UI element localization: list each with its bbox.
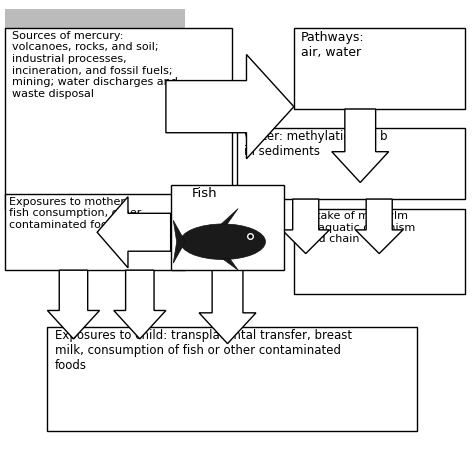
Polygon shape bbox=[221, 209, 238, 224]
Polygon shape bbox=[173, 220, 185, 263]
Polygon shape bbox=[356, 199, 403, 254]
FancyBboxPatch shape bbox=[5, 9, 185, 133]
Polygon shape bbox=[166, 55, 294, 159]
Polygon shape bbox=[332, 109, 389, 182]
Polygon shape bbox=[199, 270, 256, 344]
Polygon shape bbox=[282, 199, 329, 254]
FancyBboxPatch shape bbox=[5, 194, 185, 270]
Text: Exposures to mother:
fish consumption, other
contaminated foods: Exposures to mother: fish consumption, o… bbox=[9, 197, 142, 230]
FancyBboxPatch shape bbox=[237, 128, 465, 199]
Text: Fish: Fish bbox=[192, 187, 218, 200]
Polygon shape bbox=[47, 270, 100, 339]
Ellipse shape bbox=[180, 224, 265, 260]
Polygon shape bbox=[222, 258, 238, 270]
Text: Sources of mercury:
volcanoes, rocks, and soil;
industrial processes,
incinerati: Sources of mercury: volcanoes, rocks, an… bbox=[12, 31, 178, 99]
Text: Pathways:
air, water: Pathways: air, water bbox=[301, 31, 365, 59]
Text: Uptake of methylm
by aquatic organism
food chain: Uptake of methylm by aquatic organism fo… bbox=[301, 211, 415, 244]
Polygon shape bbox=[97, 197, 171, 268]
FancyBboxPatch shape bbox=[171, 185, 284, 270]
FancyBboxPatch shape bbox=[47, 327, 417, 431]
Text: Water: methylation by b
in sediments: Water: methylation by b in sediments bbox=[244, 130, 388, 158]
Text: Exposures to child: transplacental transfer, breast
milk, consumption of fish or: Exposures to child: transplacental trans… bbox=[55, 329, 352, 373]
FancyBboxPatch shape bbox=[294, 28, 465, 109]
FancyBboxPatch shape bbox=[294, 209, 465, 294]
Polygon shape bbox=[114, 270, 166, 339]
FancyBboxPatch shape bbox=[5, 28, 232, 209]
FancyBboxPatch shape bbox=[5, 152, 185, 251]
